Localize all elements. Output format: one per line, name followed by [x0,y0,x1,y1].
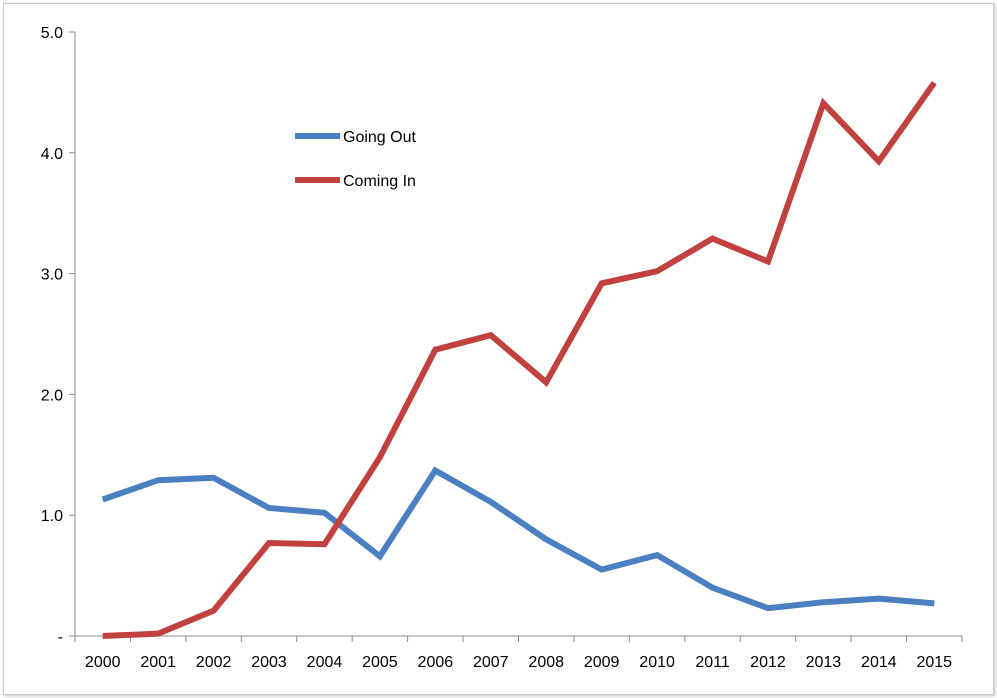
x-tick-label: 2002 [196,654,232,671]
chart-frame [3,3,994,695]
x-tick-label: 2005 [362,654,398,671]
x-tick-label: 2004 [307,654,343,671]
legend-label: Going Out [343,129,416,146]
x-tick-label: 2001 [140,654,176,671]
x-tick-label: 2009 [584,654,620,671]
series-line-coming-in [102,80,937,639]
x-tick-label: 2010 [639,654,675,671]
y-tick-label: - [58,629,63,646]
y-tick-label: 3.0 [41,267,63,284]
y-tick-label: 1.0 [41,508,63,525]
x-tick-label: 2015 [916,654,952,671]
series-line-going-out [101,466,935,612]
legend-label: Coming In [343,173,416,190]
x-tick-label: 2003 [251,654,287,671]
y-tick-label: 2.0 [41,387,63,404]
y-tick-label: 4.0 [41,146,63,163]
y-tick-label: 5.0 [41,25,63,42]
x-tick-label: 2012 [750,654,786,671]
x-tick-label: 2006 [418,654,454,671]
x-tick-label: 2014 [861,654,897,671]
x-tick-label: 2007 [473,654,509,671]
x-tick-label: 2011 [695,654,730,671]
x-tick-label: 2000 [85,654,121,671]
x-tick-label: 2013 [806,654,842,671]
x-tick-label: 2008 [528,654,564,671]
